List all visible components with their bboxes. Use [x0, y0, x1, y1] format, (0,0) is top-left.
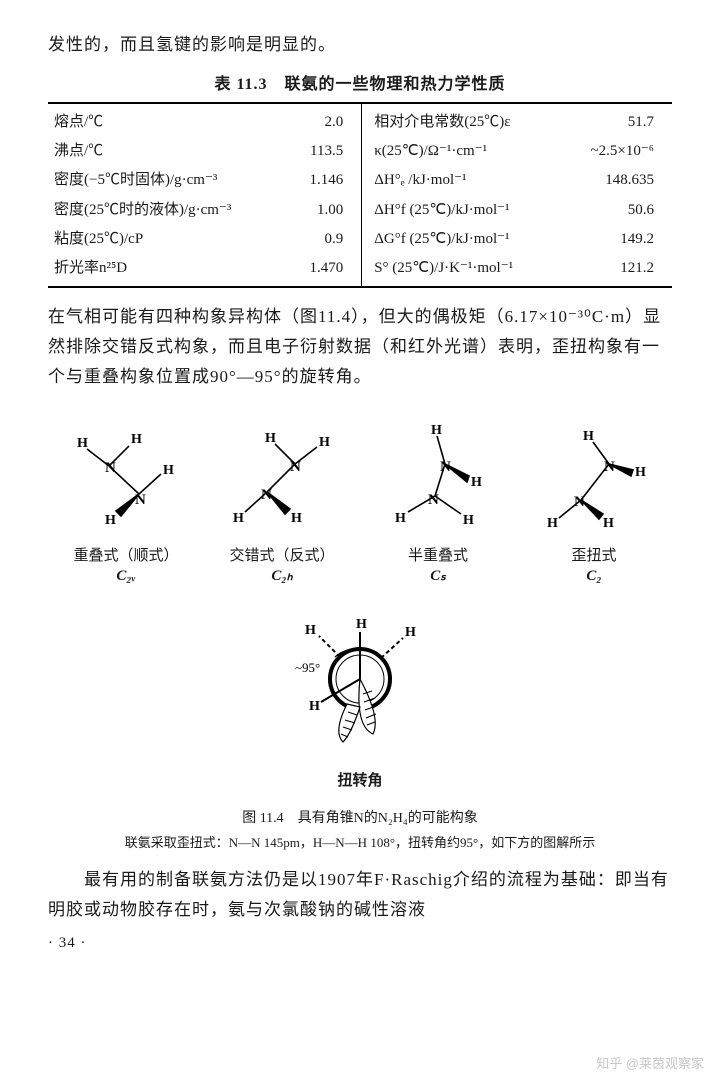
molecule-svg: N N H H H H	[61, 414, 191, 544]
svg-text:H: H	[603, 516, 614, 531]
cell: 51.7	[561, 103, 672, 137]
svg-text:H: H	[291, 511, 302, 526]
mol-symmetry: C₂ₕ	[271, 568, 292, 584]
svg-text:H: H	[233, 511, 244, 526]
cell: 2.0	[288, 103, 362, 137]
newman-label: 扭转角	[48, 769, 672, 790]
svg-text:H: H	[395, 511, 406, 526]
figure-subcaption: 联氨采取歪扭式：N—N 145pm，H—N—H 108°，扭转角约95°，如下方…	[48, 832, 672, 851]
svg-text:N: N	[261, 487, 272, 503]
svg-text:N: N	[290, 459, 301, 475]
svg-text:H: H	[319, 435, 330, 450]
watermark: 知乎 @莱茵观察家	[596, 1053, 704, 1072]
cell: 粘度(25℃)/cP	[48, 224, 288, 253]
svg-text:H: H	[431, 423, 442, 438]
cell: κ(25℃)/Ω⁻¹·cm⁻¹	[362, 137, 561, 166]
table-row: 沸点/℃ 113.5 κ(25℃)/Ω⁻¹·cm⁻¹ ~2.5×10⁻⁶	[48, 137, 672, 166]
table-row: 密度(25℃时的液体)/g·cm⁻³ 1.00 ΔH°f (25℃)/kJ·mo…	[48, 195, 672, 224]
svg-text:H: H	[105, 513, 116, 528]
svg-text:H: H	[131, 432, 142, 447]
svg-text:H: H	[471, 475, 482, 490]
body-paragraph: 在气相可能有四种构象异构体（图11.4），但大的偶极矩（6.17×10⁻³⁰C·…	[48, 302, 672, 391]
table-row: 密度(−5℃时固体)/g·cm⁻³ 1.146 ΔH°ₑ /kJ·mol⁻¹ 1…	[48, 166, 672, 195]
svg-text:N: N	[105, 460, 116, 476]
cell: 0.9	[288, 224, 362, 253]
page-number: · 34 ·	[48, 935, 672, 952]
cell: 折光率n²⁵D	[48, 254, 288, 288]
table-caption: 表 11.3 联氨的一些物理和热力学性质	[48, 70, 672, 94]
cell: 沸点/℃	[48, 137, 288, 166]
cell: ΔH°f (25℃)/kJ·mol⁻¹	[362, 195, 561, 224]
molecule-svg: N N H H H H	[529, 414, 659, 544]
molecule-svg: N N H H H H	[373, 414, 503, 544]
svg-text:H: H	[547, 516, 558, 531]
molecule-half-eclipsed: N N H H H H 半重叠式 Cₛ	[363, 414, 513, 587]
cell: 密度(−5℃时固体)/g·cm⁻³	[48, 166, 288, 195]
molecule-gauche: N N H H H H 歪扭式 C₂	[519, 414, 669, 587]
svg-text:N: N	[440, 459, 451, 475]
svg-text:N: N	[604, 459, 615, 475]
conformer-diagrams: N N H H H H 重叠式（顺式） C₂ᵥ N N H H H H 交错式（反…	[48, 414, 672, 587]
table-row: 折光率n²⁵D 1.470 S° (25℃)/J·K⁻¹·mol⁻¹ 121.2	[48, 254, 672, 288]
svg-text:N: N	[428, 492, 439, 508]
mol-symmetry: C₂	[586, 568, 601, 584]
cell: ΔG°f (25℃)/kJ·mol⁻¹	[362, 224, 561, 253]
mol-label: 半重叠式	[408, 548, 468, 564]
newman-svg: H H H H ~95°	[275, 594, 445, 764]
cell: 1.00	[288, 195, 362, 224]
cell: 熔点/℃	[48, 103, 288, 137]
svg-text:H: H	[77, 436, 88, 451]
molecule-staggered-trans: N N H H H H 交错式（反式） C₂ₕ	[207, 414, 357, 587]
mol-symmetry: C₂ᵥ	[116, 568, 135, 584]
svg-text:H: H	[405, 625, 416, 640]
cell: ΔH°ₑ /kJ·mol⁻¹	[362, 166, 561, 195]
newman-angle: ~95°	[295, 660, 320, 675]
svg-text:H: H	[463, 513, 474, 528]
figure-caption: 图 11.4 具有角锥N的N₂H₄的可能构象	[48, 808, 672, 830]
newman-projection: H H H H ~95° 扭转角	[48, 594, 672, 790]
svg-text:H: H	[265, 431, 276, 446]
cell: S° (25℃)/J·K⁻¹·mol⁻¹	[362, 254, 561, 288]
mol-label: 歪扭式	[571, 548, 616, 564]
svg-text:H: H	[356, 617, 367, 632]
svg-text:H: H	[309, 699, 320, 714]
table-row: 熔点/℃ 2.0 相对介电常数(25℃)ε 51.7	[48, 103, 672, 137]
cell: ~2.5×10⁻⁶	[561, 137, 672, 166]
intro-paragraph: 发性的，而且氢键的影响是明显的。	[48, 30, 672, 60]
cell: 149.2	[561, 224, 672, 253]
cell: 113.5	[288, 137, 362, 166]
svg-text:H: H	[305, 623, 316, 638]
svg-text:H: H	[635, 465, 646, 480]
molecule-eclipsed-cis: N N H H H H 重叠式（顺式） C₂ᵥ	[51, 414, 201, 587]
table-row: 粘度(25℃)/cP 0.9 ΔG°f (25℃)/kJ·mol⁻¹ 149.2	[48, 224, 672, 253]
cell: 1.146	[288, 166, 362, 195]
cell: 121.2	[561, 254, 672, 288]
svg-text:H: H	[163, 463, 174, 478]
svg-text:H: H	[583, 429, 594, 444]
physical-properties-table: 熔点/℃ 2.0 相对介电常数(25℃)ε 51.7 沸点/℃ 113.5 κ(…	[48, 102, 672, 289]
mol-label: 重叠式（顺式）	[73, 548, 178, 564]
body-paragraph-2: 最有用的制备联氨方法仍是以1907年F·Raschig介绍的流程为基础：即当有明…	[48, 865, 672, 925]
mol-symmetry: Cₛ	[430, 568, 446, 584]
cell: 50.6	[561, 195, 672, 224]
svg-text:N: N	[135, 492, 146, 508]
cell: 密度(25℃时的液体)/g·cm⁻³	[48, 195, 288, 224]
mol-label: 交错式（反式）	[229, 548, 334, 564]
cell: 148.635	[561, 166, 672, 195]
cell: 相对介电常数(25℃)ε	[362, 103, 561, 137]
svg-text:N: N	[574, 494, 585, 510]
cell: 1.470	[288, 254, 362, 288]
molecule-svg: N N H H H H	[217, 414, 347, 544]
